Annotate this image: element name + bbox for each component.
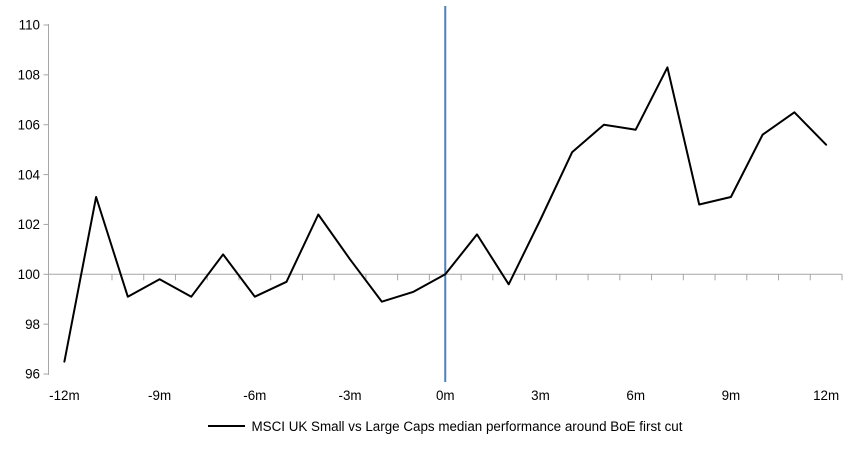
y-tick-label: 102: [18, 217, 40, 232]
y-tick-label: 108: [18, 68, 40, 83]
legend-label: MSCI UK Small vs Large Caps median perfo…: [251, 418, 683, 434]
series-line-msci-uk-small-vs-large: [63, 66, 828, 363]
y-tick-label: 100: [18, 267, 40, 282]
x-tick-label: -9m: [148, 388, 171, 403]
x-tick-label: 12m: [813, 388, 839, 403]
x-tick-label: -3m: [338, 388, 361, 403]
x-tick-label: 0m: [436, 388, 455, 403]
y-tick-label: 110: [19, 18, 40, 33]
legend: MSCI UK Small vs Large Caps median perfo…: [48, 417, 842, 435]
y-tick-label: 104: [18, 167, 41, 182]
x-tick-label: 9m: [722, 388, 741, 403]
y-tick-label: 106: [18, 117, 40, 132]
y-tick-label: 96: [25, 367, 40, 382]
x-tick-label: 6m: [626, 388, 645, 403]
legend-line-sample: [207, 425, 245, 427]
y-tick-label: 98: [25, 317, 40, 332]
x-tick-label: 3m: [531, 388, 550, 403]
x-tick-label: -12m: [49, 388, 80, 403]
x-tick-label: -6m: [243, 388, 266, 403]
